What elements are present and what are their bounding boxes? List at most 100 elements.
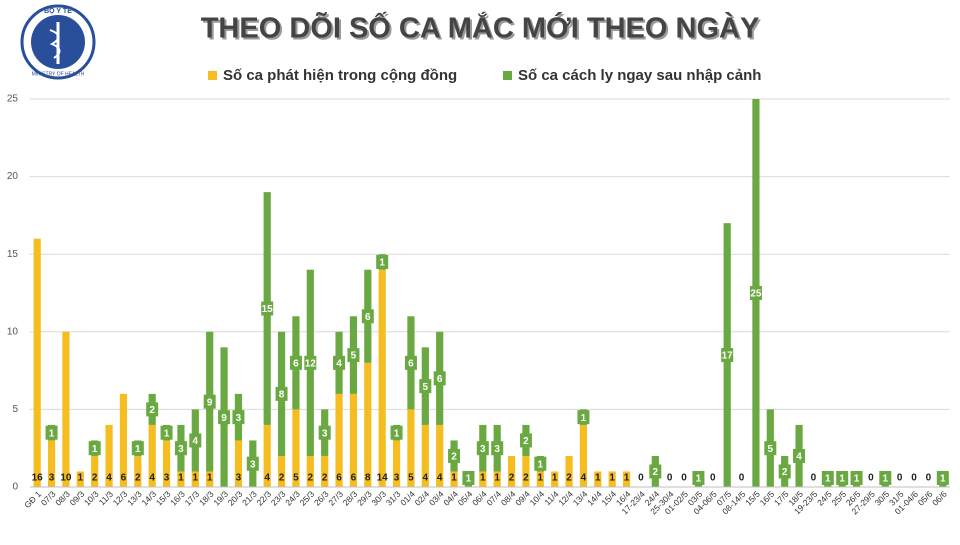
data-label: 2 <box>523 436 529 447</box>
data-label: 2 <box>509 473 515 484</box>
data-label: 6 <box>437 374 443 385</box>
data-label-box <box>333 355 346 370</box>
data-label: 6 <box>336 473 342 484</box>
data-label: 1 <box>480 473 486 484</box>
data-label: 0 <box>811 473 817 484</box>
legend-swatch <box>503 71 512 80</box>
data-label: 4 <box>423 473 429 484</box>
data-label-box <box>649 464 662 479</box>
legend-label: Số ca cách ly ngay sau nhập cảnh <box>518 67 761 84</box>
data-label: 1 <box>494 473 500 484</box>
logo-snake <box>49 29 61 59</box>
bar-segment <box>206 471 214 487</box>
y-tick-label: 5 <box>12 404 18 415</box>
data-label: 8 <box>279 390 285 401</box>
data-label-box <box>347 348 360 363</box>
bar-segment <box>148 424 156 487</box>
data-label-box <box>577 410 590 425</box>
data-label-box <box>448 448 461 463</box>
data-label: 3 <box>494 444 500 455</box>
data-label: 1 <box>78 473 84 484</box>
data-label: 3 <box>49 473 55 484</box>
data-label: 5 <box>423 382 429 393</box>
bar-segment <box>450 471 458 487</box>
data-label: 1 <box>178 473 184 484</box>
data-label: 2 <box>149 405 155 416</box>
data-label-box <box>778 464 791 479</box>
data-label: 5 <box>351 351 357 362</box>
data-label: 2 <box>653 467 659 478</box>
data-label: 1 <box>624 473 630 484</box>
data-label: 0 <box>897 473 903 484</box>
data-label: 1 <box>164 428 170 439</box>
data-label: 1 <box>552 473 558 484</box>
data-label-box <box>462 471 475 485</box>
data-label-box <box>275 386 288 401</box>
data-label: 1 <box>538 459 544 470</box>
logo: BỘ Y TẾ MINISTRY OF HEALTH <box>20 4 96 80</box>
data-label: 1 <box>538 473 544 484</box>
data-label: 6 <box>365 312 371 323</box>
data-label-box <box>146 402 159 417</box>
data-label: 0 <box>739 473 745 484</box>
data-label: 4 <box>796 452 802 463</box>
data-label-box <box>836 471 849 485</box>
data-label: 4 <box>336 358 342 369</box>
data-label-box <box>160 425 173 440</box>
data-label: 5 <box>408 473 414 484</box>
bar-segment <box>551 471 559 487</box>
data-label: 0 <box>911 473 917 484</box>
data-label-box <box>232 410 245 425</box>
data-label-box <box>879 471 892 485</box>
bar-segment <box>407 409 415 487</box>
bar-segment <box>335 393 343 487</box>
data-label: 2 <box>782 467 788 478</box>
bar-segment <box>378 269 386 487</box>
logo-bottom-text: MINISTRY OF HEALTH <box>32 71 85 77</box>
bar-segment <box>579 424 588 487</box>
bar-segment <box>565 455 573 487</box>
data-label: 2 <box>308 473 314 484</box>
data-label: 0 <box>710 473 716 484</box>
data-label-box <box>246 456 259 471</box>
data-label: 10 <box>60 473 72 484</box>
data-label: 14 <box>377 473 389 484</box>
bar-segment <box>191 471 199 487</box>
bar-segment <box>349 393 358 487</box>
bar-segment <box>177 471 185 487</box>
data-label: 5 <box>768 444 774 455</box>
legend-label: Số ca phát hiện trong cộng đồng <box>223 67 457 84</box>
data-label: 2 <box>451 452 457 463</box>
data-label: 4 <box>581 473 587 484</box>
data-label: 0 <box>926 473 932 484</box>
data-label: 1 <box>940 474 946 485</box>
y-tick-label: 20 <box>7 171 19 182</box>
data-label: 12 <box>305 358 317 369</box>
data-label-box <box>936 471 949 485</box>
data-label: 1 <box>883 474 889 485</box>
data-label: 1 <box>394 428 400 439</box>
data-label: 1 <box>49 428 55 439</box>
data-label: 25 <box>750 289 762 300</box>
data-label-box <box>721 348 734 363</box>
data-label-box <box>519 433 532 448</box>
data-label: 1 <box>207 473 213 484</box>
data-label: 1 <box>854 474 860 485</box>
data-label-box <box>289 355 302 370</box>
data-label: 3 <box>236 473 242 484</box>
data-label: 2 <box>322 473 328 484</box>
data-label: 3 <box>250 459 256 470</box>
data-label: 2 <box>523 473 529 484</box>
bar-segment <box>76 471 84 487</box>
bar-segment <box>306 455 314 487</box>
bar-segment <box>277 455 286 487</box>
data-label: 1 <box>595 473 601 484</box>
data-label-box <box>318 425 331 440</box>
data-label: 4 <box>264 473 270 484</box>
data-label: 1 <box>839 474 845 485</box>
data-label-box <box>390 425 403 440</box>
data-label-box <box>491 441 504 456</box>
data-label: 1 <box>609 473 615 484</box>
data-label-box <box>404 355 417 370</box>
